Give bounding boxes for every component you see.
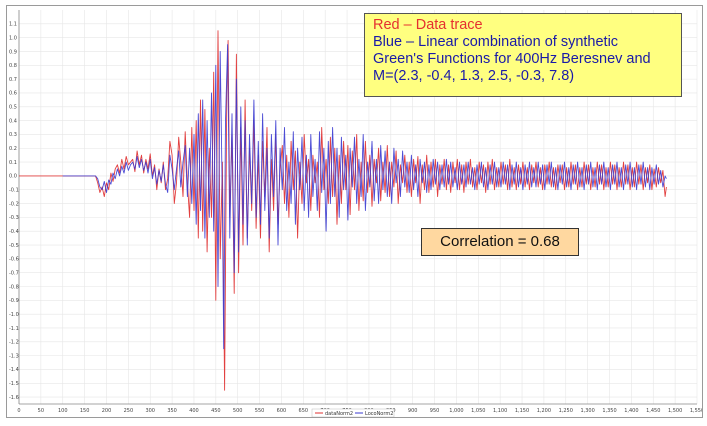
y-tick-label: -0.5 — [9, 243, 19, 249]
info-line-synthetic-1: Blue – Linear combination of synthetic — [373, 34, 619, 50]
y-tick-label: 0.8 — [9, 63, 17, 69]
x-tick-label: 550 — [255, 408, 265, 414]
x-tick-label: 1,150 — [515, 408, 529, 414]
y-tick-label: 0.2 — [9, 146, 17, 152]
info-line-synthetic-2: Green's Functions for 400Hz Beresnev and — [373, 51, 651, 67]
x-tick-label: 950 — [430, 408, 440, 414]
x-tick-label: 650 — [299, 408, 309, 414]
x-tick-label: 350 — [167, 408, 177, 414]
y-tick-label: -0.4 — [9, 229, 19, 235]
x-tick-label: 1,350 — [602, 408, 616, 414]
y-tick-label: -1.2 — [9, 340, 19, 346]
x-tick-label: 1,500 — [668, 408, 682, 414]
x-tick-label: 250 — [124, 408, 134, 414]
legend-box — [311, 408, 395, 417]
y-tick-label: -0.6 — [9, 257, 19, 263]
x-tick-label: 1,250 — [559, 408, 573, 414]
x-tick-label: 100 — [58, 408, 68, 414]
x-tick-label: 300 — [145, 408, 155, 414]
y-tick-label: -0.3 — [9, 215, 19, 221]
x-tick-label: 0 — [17, 408, 20, 414]
x-tick-label: 1,400 — [624, 408, 638, 414]
y-tick-label: -0.2 — [9, 201, 19, 207]
x-tick-label: 1,450 — [646, 408, 660, 414]
x-tick-label: 50 — [38, 408, 44, 414]
x-tick-label: 400 — [189, 408, 199, 414]
series-line-LocoNorm2 — [62, 44, 667, 350]
y-tick-label: -1.0 — [9, 312, 19, 318]
x-tick-label: 450 — [211, 408, 221, 414]
y-tick-label: 0.1 — [9, 160, 17, 166]
x-tick-label: 1,050 — [471, 408, 485, 414]
x-tick-label: 500 — [233, 408, 243, 414]
y-tick-label: 0.0 — [9, 174, 17, 180]
y-tick-label: -1.4 — [9, 367, 19, 373]
legend-label-dataNorm2: dataNorm2 — [325, 411, 353, 417]
y-tick-label: 1.0 — [9, 35, 17, 41]
x-tick-label: 1,100 — [493, 408, 507, 414]
y-tick-label: 0.4 — [9, 118, 17, 124]
x-tick-label: 200 — [102, 408, 112, 414]
correlation-annotation: Correlation = 0.68 — [421, 228, 579, 256]
x-tick-label: 900 — [408, 408, 418, 414]
info-line-data: Red – Data trace — [373, 17, 483, 33]
y-tick-label: -1.5 — [9, 381, 19, 387]
x-tick-label: 1,200 — [537, 408, 551, 414]
chart-plot: 0501001502002503003504004505005506006507… — [9, 10, 702, 417]
y-tick-label: -0.7 — [9, 270, 19, 276]
legend-label-LocoNorm2: LocoNorm2 — [365, 411, 393, 417]
y-tick-label: 0.5 — [9, 105, 17, 111]
x-tick-label: 600 — [277, 408, 287, 414]
info-line-moment: M=(2.3, -0.4, 1.3, 2.5, -0.3, 7.8) — [373, 68, 575, 84]
series-layer — [19, 30, 667, 391]
x-tick-label: 1,000 — [449, 408, 463, 414]
info-annotation: Red – Data trace Blue – Linear combinati… — [364, 13, 682, 97]
y-tick-label: 0.9 — [9, 49, 17, 55]
x-tick-label: 150 — [80, 408, 90, 414]
y-tick-label: 1.1 — [9, 22, 17, 28]
y-tick-label: 0.3 — [9, 132, 17, 138]
y-tick-label: -1.6 — [9, 395, 19, 401]
y-tick-label: -0.8 — [9, 284, 19, 290]
legend: dataNorm2 LocoNorm2 — [311, 408, 395, 417]
y-tick-label: -1.1 — [9, 326, 19, 332]
y-tick-label: -0.1 — [9, 188, 19, 194]
y-tick-label: 0.7 — [9, 77, 17, 83]
y-tick-label: -1.3 — [9, 353, 19, 359]
x-tick-label: 1,300 — [580, 408, 594, 414]
y-tick-label: 0.6 — [9, 91, 17, 97]
x-tick-label: 1,550 — [690, 408, 702, 414]
y-tick-label: -0.9 — [9, 298, 19, 304]
